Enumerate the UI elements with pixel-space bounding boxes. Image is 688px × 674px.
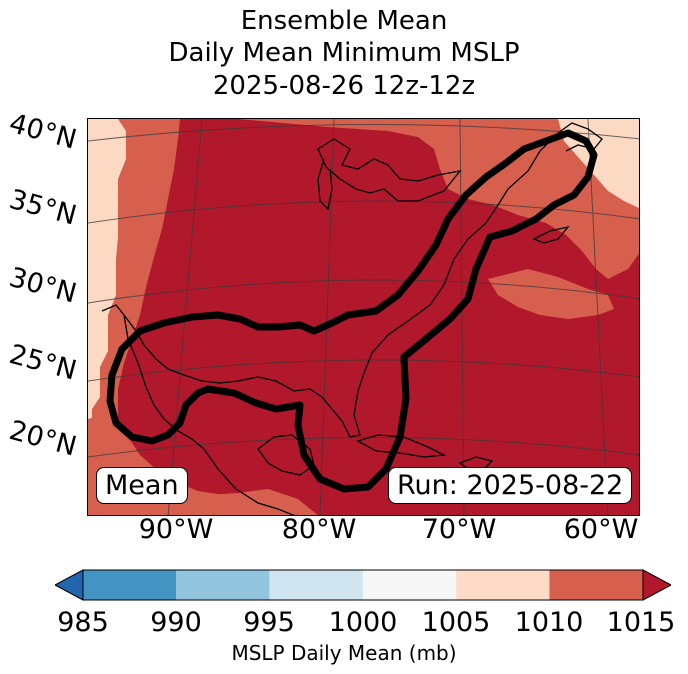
lat-label-40n: 40°N	[5, 108, 80, 156]
title-line-1: Ensemble Mean	[240, 6, 448, 36]
lat-label-35n: 35°N	[5, 184, 80, 232]
colorbar-frame	[82, 569, 644, 601]
cuba	[356, 434, 447, 458]
parallel-30n	[88, 279, 639, 304]
colorbar-tick-1005: 1005	[421, 607, 491, 638]
mslp-map	[88, 119, 639, 515]
field-se-mid-patch	[488, 269, 614, 319]
colorbar-tick-1010: 1010	[514, 607, 584, 638]
parallel-35n	[88, 200, 639, 224]
colorbar	[55, 569, 671, 601]
colorbar-tick-985: 985	[57, 607, 109, 638]
great-lakes	[317, 138, 462, 202]
colorbar-bin-985-990	[83, 570, 177, 600]
colorbar-bin-1005-1010	[456, 570, 550, 600]
nova-scotia	[532, 225, 570, 244]
colorbar-label: MSLP Daily Mean (mb)	[231, 641, 457, 665]
parallel-25n	[88, 359, 639, 382]
meridian-70w	[459, 119, 465, 515]
colorbar-tick-1015: 1015	[606, 607, 676, 638]
lake-michigan	[317, 158, 333, 211]
central-america	[203, 448, 295, 515]
field-1015-plus	[118, 119, 639, 515]
colorbar-tick-990: 990	[150, 607, 202, 638]
colorbar-bin-990-995	[176, 570, 270, 600]
colorbar-extend-low	[55, 569, 84, 601]
lat-label-30n: 30°N	[5, 262, 80, 310]
colorbar-bin-1000-1005	[362, 570, 457, 600]
parallel-20n	[88, 437, 639, 458]
canada-maritimes	[557, 122, 603, 152]
map-panel	[87, 118, 640, 516]
lon-label-60w: 60°W	[563, 514, 639, 545]
us-east-coast	[101, 132, 559, 438]
title-line-3: 2025-08-26 12z-12z	[212, 71, 476, 101]
black-contour	[106, 129, 598, 493]
colorbar-extend-high	[642, 569, 671, 601]
mean-label-box: Mean	[96, 467, 188, 504]
run-date-box: Run: 2025-08-22	[388, 467, 633, 504]
colorbar-bin-995-1000	[269, 570, 363, 600]
lon-label-80w: 80°W	[281, 514, 357, 545]
lon-label-90w: 90°W	[138, 514, 214, 545]
title-line-2: Daily Mean Minimum MSLP	[168, 38, 520, 68]
lon-label-70w: 70°W	[421, 514, 497, 545]
colorbar-tick-995: 995	[243, 607, 295, 638]
lat-label-20n: 20°N	[5, 415, 80, 463]
lat-label-25n: 25°N	[5, 339, 80, 387]
colorbar-bin-1010-1015	[549, 570, 643, 600]
colorbar-tick-1000: 1000	[328, 607, 398, 638]
meridian-60w	[587, 119, 609, 515]
gulf-coast-west	[123, 314, 205, 450]
